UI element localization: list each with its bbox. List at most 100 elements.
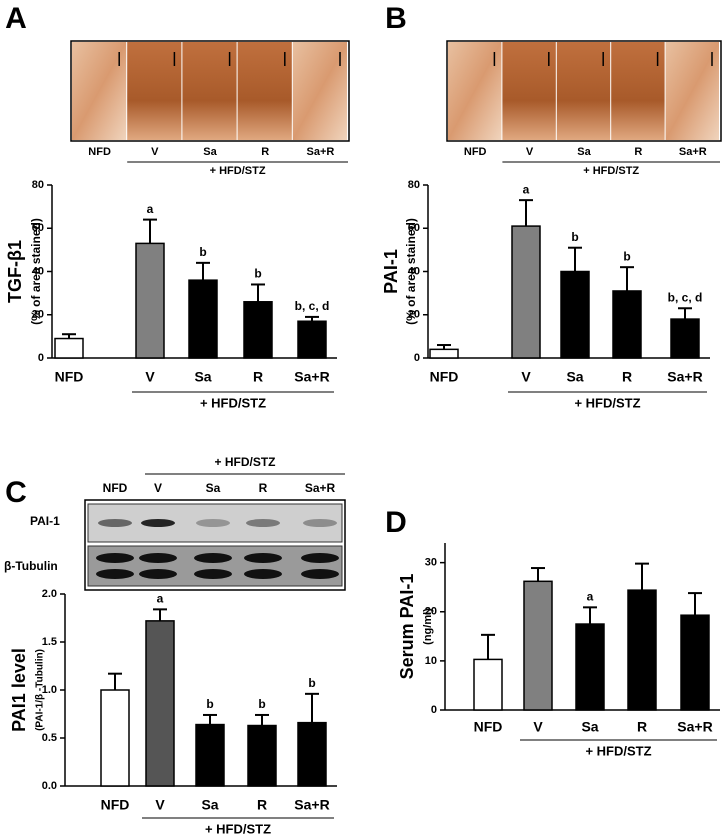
x-tick-label: Sa+R	[677, 719, 712, 735]
micrograph-label: Sa	[203, 146, 217, 158]
blot-band	[244, 569, 282, 579]
blot-band	[301, 553, 339, 563]
blot-band	[96, 569, 134, 579]
micrograph-label: R	[261, 146, 269, 158]
bar	[429, 348, 459, 359]
y-tick-label: 20	[425, 606, 437, 618]
significance-label: a	[587, 590, 594, 604]
micrograph-label: R	[634, 146, 642, 158]
bar	[627, 589, 657, 711]
x-tick-label: Sa+R	[294, 797, 329, 813]
group-label: + HFD/STZ	[200, 395, 266, 410]
y-tick-label: 40	[408, 265, 420, 277]
significance-label: b	[258, 697, 265, 711]
y-axis-sublabel: (% of area stained)	[404, 218, 418, 325]
group-label: + HFD/STZ	[585, 743, 651, 758]
significance-label: b	[199, 245, 206, 259]
micrograph-label: V	[526, 146, 534, 158]
micrograph	[665, 42, 719, 140]
x-tick-label: V	[155, 797, 165, 813]
micrograph-label: Sa+R	[306, 146, 334, 158]
blot-band	[246, 519, 280, 527]
x-tick-label: Sa	[201, 797, 218, 813]
x-tick-label: Sa	[581, 719, 598, 735]
micrograph-label: NFD	[464, 146, 487, 158]
panel-letter: D	[385, 506, 407, 539]
bar	[188, 279, 218, 359]
blot-band	[194, 553, 232, 563]
bar	[195, 723, 225, 787]
micrograph-label: Sa+R	[679, 146, 707, 158]
significance-label: a	[157, 592, 164, 606]
y-tick-label: 80	[32, 179, 44, 191]
x-tick-label: NFD	[474, 719, 503, 735]
group-label: + HFD/STZ	[205, 821, 271, 836]
bar	[100, 689, 130, 787]
micrograph-label: Sa	[577, 146, 591, 158]
micrograph	[237, 42, 292, 140]
bar	[54, 337, 84, 359]
x-tick-label: R	[622, 369, 632, 385]
bar	[680, 614, 710, 711]
blot-band	[244, 553, 282, 563]
y-tick-label: 80	[408, 179, 420, 191]
blot-band	[303, 519, 337, 527]
y-axis-sublabel: (% of area stained)	[29, 218, 43, 325]
group-label: + HFD/STZ	[574, 395, 640, 410]
x-tick-label: R	[253, 369, 263, 385]
y-tick-label: 0	[431, 704, 437, 716]
x-tick-label: V	[533, 719, 543, 735]
blot-lane-label: NFD	[103, 481, 128, 495]
panel-letter: C	[5, 476, 27, 509]
blot-row-label: PAI-1	[30, 514, 60, 528]
significance-label: b	[254, 267, 261, 281]
y-tick-label: 0	[38, 352, 44, 364]
y-tick-label: 10	[425, 655, 437, 667]
x-tick-label: Sa	[566, 369, 583, 385]
micrograph	[292, 42, 347, 140]
x-tick-label: V	[521, 369, 531, 385]
significance-label: a	[523, 182, 530, 196]
x-tick-label: NFD	[55, 369, 84, 385]
bar	[135, 242, 165, 359]
y-tick-label: 1.5	[42, 636, 57, 648]
micrograph	[127, 42, 182, 140]
y-axis-label: PAI-1	[381, 249, 401, 294]
y-tick-label: 0.0	[42, 780, 57, 792]
y-axis-label: Serum PAI-1	[397, 574, 417, 680]
x-tick-label: V	[145, 369, 155, 385]
bar	[473, 658, 503, 711]
micrograph	[611, 42, 665, 140]
blot-band	[141, 519, 175, 527]
x-tick-label: NFD	[430, 369, 459, 385]
x-tick-label: R	[257, 797, 267, 813]
significance-label: b	[308, 676, 315, 690]
blot-row-label: β-Tubulin	[4, 559, 58, 573]
blot-lane-label: Sa	[206, 481, 221, 495]
panel-letter: A	[5, 2, 27, 35]
x-tick-label: NFD	[101, 797, 130, 813]
micrograph-group-label: + HFD/STZ	[583, 165, 639, 177]
y-tick-label: 60	[32, 222, 44, 234]
x-tick-label: Sa	[194, 369, 211, 385]
bar	[575, 623, 605, 711]
bar	[297, 320, 327, 359]
y-tick-label: 2.0	[42, 588, 57, 600]
blot-band	[194, 569, 232, 579]
significance-label: b	[571, 230, 578, 244]
significance-label: a	[147, 202, 154, 216]
bar	[247, 724, 277, 787]
significance-label: b	[206, 697, 213, 711]
y-axis-label: PAI1 level	[9, 648, 29, 732]
panel-letter: B	[385, 2, 407, 35]
y-tick-label: 0.5	[42, 732, 57, 744]
x-tick-label: Sa+R	[667, 369, 702, 385]
blot-lane-label: R	[259, 481, 268, 495]
micrograph	[502, 42, 556, 140]
significance-label: b, c, d	[668, 290, 703, 304]
blot-band	[96, 553, 134, 563]
y-tick-label: 30	[425, 557, 437, 569]
blot-group-label: + HFD/STZ	[214, 455, 275, 469]
micrograph-frame	[446, 40, 722, 142]
